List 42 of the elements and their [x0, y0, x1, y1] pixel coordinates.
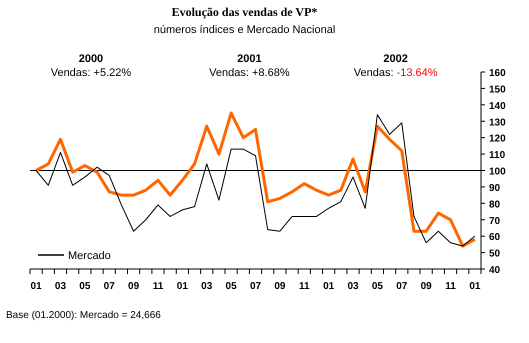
- y-tick-label: 130: [489, 117, 506, 128]
- x-tick-label: 11: [445, 281, 456, 292]
- x-tick-label: 09: [420, 281, 432, 292]
- legend-label: Mercado: [68, 250, 111, 262]
- y-tick-label: 60: [489, 232, 501, 244]
- y-tick-label: 90: [489, 182, 501, 194]
- x-tick-label: 07: [104, 281, 116, 292]
- x-tick-label: 01: [176, 281, 188, 292]
- x-tick-label: 11: [298, 281, 310, 292]
- y-tick-label: 110: [489, 150, 506, 162]
- chart-title: Evolução das vendas de VP*: [172, 5, 318, 19]
- y-tick-label: 70: [489, 216, 501, 227]
- x-tick-label: 09: [274, 281, 286, 292]
- y-tick-label: 40: [489, 265, 501, 276]
- text: Base (01.2000): Mercado = 24,666: [6, 310, 162, 321]
- x-tick-label: 01: [323, 281, 335, 292]
- y-tick-label: 150: [489, 84, 506, 96]
- x-tick-label: 11: [152, 281, 164, 292]
- y-tick-label: 80: [489, 199, 501, 210]
- text: 2001: [237, 53, 262, 65]
- text: 2000: [78, 53, 104, 65]
- y-tick-label: 160: [489, 68, 506, 79]
- y-tick-label: 50: [489, 248, 501, 260]
- x-tick-label: 03: [347, 281, 360, 292]
- annotation: Vendas: -13.64%: [354, 67, 438, 79]
- chart-subtitle: números índices e Mercado Nacional: [154, 24, 336, 36]
- y-tick-label: 100: [489, 166, 506, 178]
- x-tick-label: 01: [469, 281, 481, 292]
- x-tick-label: 03: [54, 281, 66, 292]
- x-tick-label: 01: [30, 281, 42, 292]
- y-tick-label: 120: [489, 134, 506, 145]
- x-tick-label: 09: [128, 281, 140, 292]
- x-tick-label: 05: [79, 281, 91, 292]
- text: 2002: [383, 53, 408, 65]
- x-tick-label: 07: [396, 281, 408, 292]
- y-tick-label: 140: [489, 100, 506, 112]
- x-tick-label: 05: [226, 281, 238, 292]
- x-tick-label: 07: [250, 281, 262, 292]
- annotation: Vendas: +8.68%: [209, 67, 290, 79]
- x-tick-label: 05: [372, 281, 384, 292]
- annotation: Vendas: +5.22%: [50, 67, 132, 79]
- x-tick-label: 03: [201, 281, 213, 292]
